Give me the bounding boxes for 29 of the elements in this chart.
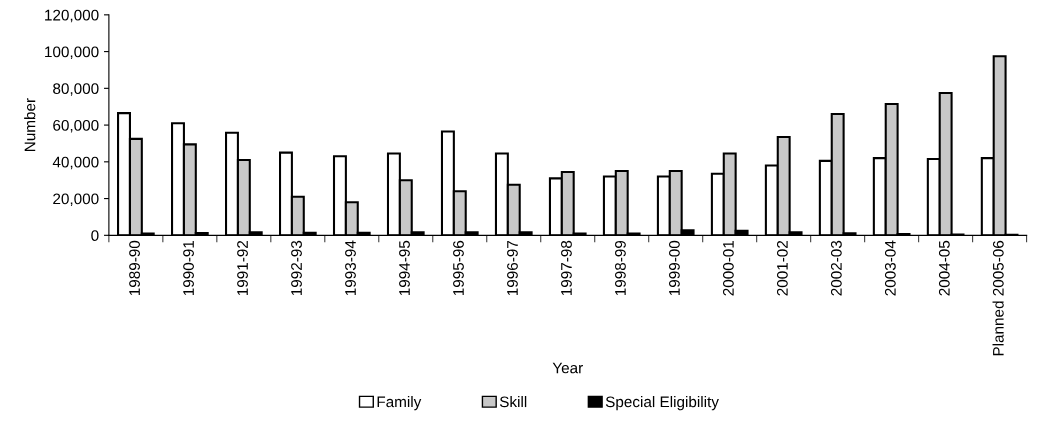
x-tick-label: 1997-98 — [561, 240, 572, 296]
y-tick-label: 0 — [91, 230, 99, 242]
legend-label: Special Eligibility — [605, 396, 719, 411]
y-tick-label: 120,000 — [45, 9, 99, 23]
x-tick-label: 1998-99 — [615, 240, 626, 296]
x-tick-label: 1992-93 — [291, 240, 302, 296]
x-tick-label: 1996-97 — [507, 240, 518, 296]
y-tick-label: 20,000 — [53, 193, 99, 207]
x-tick-label: 1991-92 — [237, 240, 248, 296]
x-tick-label: 2002-03 — [830, 240, 842, 296]
x-tick-label: 1989-90 — [129, 240, 140, 296]
y-axis-title: Number — [24, 98, 36, 151]
x-tick-label: 2004-05 — [938, 240, 950, 296]
x-tick-label: 1993-94 — [345, 240, 356, 296]
y-tick-label: 40,000 — [52, 156, 99, 170]
y-tick-label: 80,000 — [53, 83, 99, 96]
x-tick-label: 2003-04 — [884, 240, 896, 296]
legend-label: Skill — [499, 396, 527, 408]
x-tick-label: Planned 2005-06 — [992, 240, 1004, 356]
y-tick-label: 100,000 — [45, 46, 99, 60]
x-tick-label: 1990-91 — [183, 240, 194, 296]
x-tick-label: 1999-00 — [669, 240, 680, 296]
x-tick-label: 1994-95 — [399, 240, 410, 296]
x-tick-label: 2001-02 — [776, 240, 788, 296]
y-tick-label: 60,000 — [53, 119, 99, 133]
x-tick-label: 2000-01 — [723, 240, 734, 296]
x-tick-label: 1995-96 — [453, 240, 464, 296]
x-axis-title: Year — [552, 362, 583, 374]
legend-label: Family — [377, 396, 422, 411]
